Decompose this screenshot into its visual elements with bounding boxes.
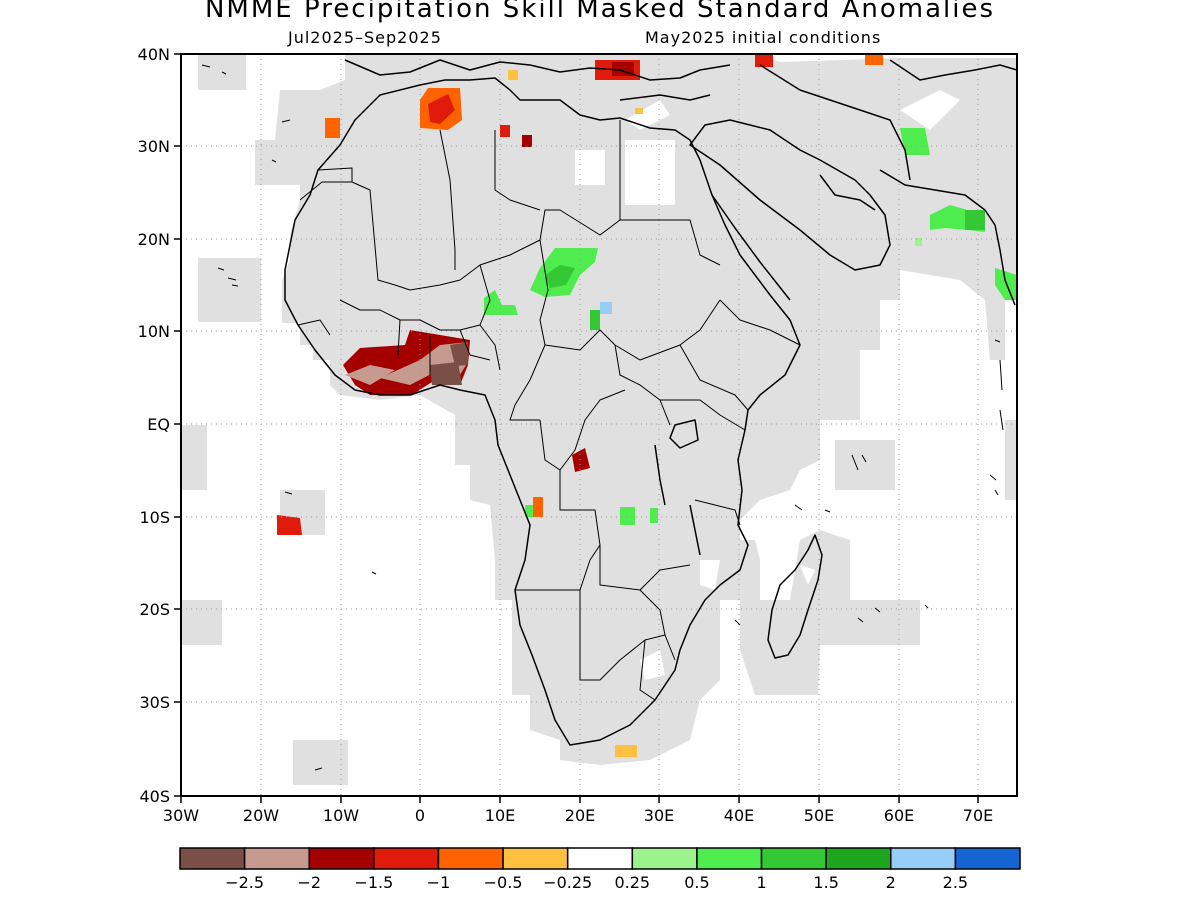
lon-label: 40E: [724, 806, 754, 825]
lat-label: 40N: [138, 45, 170, 64]
lon-label: 30E: [644, 806, 674, 825]
colorbar-label: −0.5: [484, 873, 523, 892]
neutral-regions: [575, 90, 960, 680]
colorbar-swatch: [566, 847, 634, 870]
season-subtitle: Jul2025–Sep2025: [288, 28, 442, 47]
plot-frame: [180, 53, 1018, 797]
country-borders: [297, 120, 801, 701]
colorbar-label: 2: [886, 873, 896, 892]
lon-label: 60E: [884, 806, 914, 825]
colorbar-label: −1.5: [354, 873, 393, 892]
islands: [201, 64, 1004, 771]
skill-mask-regions: [182, 55, 1017, 785]
lon-label: 50E: [804, 806, 834, 825]
colorbar-swatch: [696, 847, 763, 870]
lat-label: EQ: [147, 415, 170, 434]
dry-anomaly-patches: [277, 55, 883, 757]
lat-label: 10N: [138, 322, 170, 341]
axis-ticks: [174, 53, 979, 803]
colorbar-label: −2: [297, 873, 321, 892]
colorbar: −2.5 −2 −1.5 −1 −0.5 −0.25 0.25 0.5 1 1.5 2 2.5: [179, 847, 1021, 892]
lat-label: 30S: [139, 693, 170, 712]
graticule: [181, 54, 1017, 796]
colorbar-label: 1.5: [813, 873, 838, 892]
lon-label: 70E: [963, 806, 993, 825]
lon-label: 0: [415, 806, 425, 825]
colorbar-label: 2.5: [943, 873, 968, 892]
colorbar-label: 0.25: [614, 873, 650, 892]
colorbar-swatch: [502, 847, 569, 870]
init-subtitle: May2025 initial conditions: [645, 28, 882, 47]
colorbar-swatch: [631, 847, 698, 870]
lat-label: 40S: [139, 787, 170, 806]
lon-label: 20W: [243, 806, 279, 825]
map-title: NMME Precipitation Skill Masked Standard…: [204, 0, 996, 24]
colorbar-swatch: [825, 847, 892, 870]
shading-layer: [182, 55, 1017, 785]
colorbar-label: 1: [756, 873, 766, 892]
colorbar-swatch: [308, 847, 375, 870]
colorbar-swatch: [437, 847, 504, 870]
lat-label: 30N: [138, 137, 170, 156]
lat-label: 10S: [139, 508, 170, 527]
colorbar-swatch: [243, 847, 310, 870]
colorbar-label: −0.25: [543, 873, 592, 892]
colorbar-swatch: [890, 847, 957, 870]
lon-label: 10W: [323, 806, 359, 825]
lon-label: 20E: [565, 806, 595, 825]
colorbar-label: −1: [427, 873, 451, 892]
colorbar-label: −2.5: [225, 873, 264, 892]
latitude-labels: 40N 30N 20N 10N EQ 10S 20S 30S 40S: [138, 45, 170, 806]
lon-label: 30W: [163, 806, 199, 825]
colorbar-swatch: [954, 847, 1021, 870]
colorbar-swatch: [179, 847, 246, 870]
lon-label: 10E: [485, 806, 515, 825]
colorbar-swatch: [760, 847, 827, 870]
lat-label: 20N: [138, 230, 170, 249]
colorbar-label: 0.5: [684, 873, 709, 892]
longitude-labels: 30W 20W 10W 0 10E 20E 30E 40E 50E 60E 70…: [163, 806, 993, 825]
coastlines: [284, 59, 1017, 746]
lat-label: 20S: [139, 600, 170, 619]
colorbar-swatch: [373, 847, 440, 870]
